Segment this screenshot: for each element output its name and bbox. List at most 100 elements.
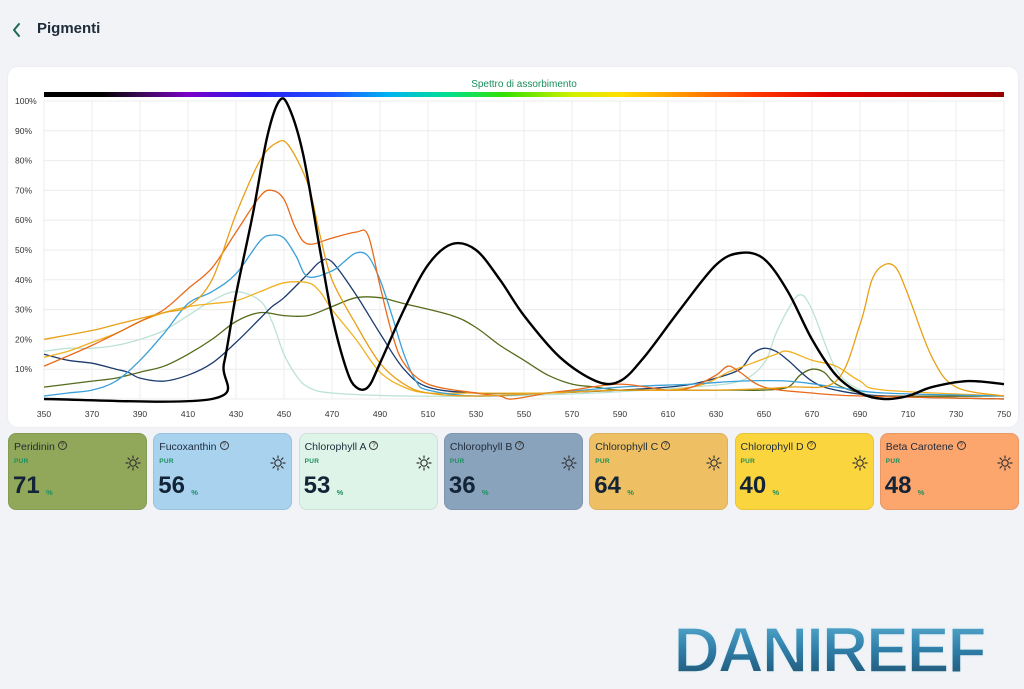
y-tick-label: 20% — [15, 334, 32, 344]
pigment-card-chlorophyll-b[interactable]: Chlorophyll B? PUR 36% — [443, 433, 583, 510]
pigment-card-fucoxanthin[interactable]: Fucoxanthin? PUR 56% — [153, 433, 293, 510]
series-line-0 — [43, 97, 1005, 403]
sun-icon — [851, 455, 868, 471]
logo-lettering: DANIREEF — [673, 615, 984, 681]
spectrum-bar — [44, 92, 1004, 97]
x-tick-label: 490 — [373, 409, 387, 419]
percent-unit: % — [917, 488, 925, 497]
y-tick-label: 30% — [15, 305, 32, 315]
x-tick-label: 410 — [181, 409, 195, 419]
pur-label: PUR — [304, 458, 320, 465]
x-tick-label: 550 — [517, 409, 531, 419]
series-line-7 — [43, 291, 1005, 400]
help-icon[interactable]: ? — [369, 441, 379, 450]
help-icon[interactable]: ? — [515, 441, 525, 450]
pur-value: 40 — [739, 472, 767, 499]
percent-unit: % — [772, 488, 780, 497]
pigment-name: Chlorophyll D? — [741, 441, 816, 453]
y-tick-label: 100% — [15, 96, 37, 106]
y-tick-label: 70% — [15, 185, 32, 195]
pigment-name-text: Chlorophyll A — [304, 441, 367, 453]
danireef-logo: DANIREEF — [643, 615, 1015, 681]
sun-icon — [125, 455, 141, 471]
chart-title: Spettro di assorbimento — [471, 79, 577, 90]
percent-unit: % — [481, 488, 489, 497]
help-icon[interactable]: ? — [661, 441, 671, 450]
x-tick-label: 390 — [133, 409, 147, 419]
pigment-name-text: Chlorophyll B — [449, 441, 513, 453]
y-axis-labels: 100% 90% 80% 70% 60% 50% 40% 30% 20% 10% — [15, 96, 37, 374]
sun-icon — [270, 455, 286, 471]
y-tick-label: 40% — [15, 275, 32, 285]
pigment-name: Fucoxanthin? — [159, 441, 229, 453]
pur-value: 48 — [884, 472, 912, 499]
sun-icon — [706, 455, 722, 471]
pigment-card-peridinin[interactable]: Peridinin? PUR 71% — [8, 433, 147, 510]
pur-label: PUR — [14, 458, 29, 465]
pigment-name-text: Chlorophyll D — [740, 441, 804, 453]
sun-icon — [997, 455, 1013, 471]
pigment-card-chlorophyll-c[interactable]: Chlorophyll C? PUR 64% — [589, 433, 729, 510]
sun-icon — [415, 455, 432, 471]
pur-value: 53 — [303, 472, 331, 499]
header: Pigmenti — [0, 0, 1024, 60]
pigment-name-text: Chlorophyll C — [595, 441, 659, 453]
pigment-name: Beta Carotene? — [886, 441, 966, 453]
chart-series — [43, 97, 1005, 403]
pigment-name-text: Fucoxanthin — [159, 441, 217, 453]
x-tick-label: 730 — [949, 409, 963, 419]
series-line-6 — [43, 296, 1005, 397]
series-line-1 — [43, 139, 1005, 397]
pigment-name: Chlorophyll C? — [595, 441, 671, 453]
x-tick-label: 670 — [805, 409, 819, 419]
x-axis-labels: 350 370 390 410 430 450 470 490 510 530 550 570 590 6… — [37, 409, 1011, 419]
pigment-name: Chlorophyll A? — [305, 441, 379, 453]
percent-unit: % — [191, 488, 198, 497]
series-line-5 — [43, 258, 1005, 400]
pur-label: PUR — [885, 458, 901, 465]
pur-label: PUR — [595, 458, 610, 465]
sun-icon — [561, 455, 577, 471]
chevron-left-icon[interactable] — [8, 18, 28, 42]
pigment-name-text: Peridinin — [14, 441, 55, 453]
y-tick-label: 90% — [15, 126, 32, 136]
x-tick-label: 530 — [469, 409, 483, 419]
x-tick-label: 690 — [853, 409, 867, 419]
help-icon[interactable]: ? — [806, 441, 816, 450]
pigment-card-chlorophyll-d[interactable]: Chlorophyll D? PUR 40% — [734, 433, 874, 510]
help-icon[interactable]: ? — [956, 441, 966, 450]
x-tick-label: 590 — [613, 409, 627, 419]
help-icon[interactable]: ? — [219, 441, 229, 450]
x-tick-label: 470 — [325, 409, 339, 419]
x-tick-label: 710 — [901, 409, 915, 419]
percent-unit: % — [627, 488, 634, 497]
pur-value: 64 — [594, 472, 621, 499]
pigment-name: Peridinin? — [14, 441, 67, 453]
x-tick-label: 370 — [85, 409, 99, 419]
x-tick-label: 610 — [661, 409, 675, 419]
series-line-2 — [43, 189, 1005, 400]
pur-label: PUR — [740, 458, 756, 465]
x-tick-label: 510 — [421, 409, 435, 419]
pigment-card-beta-carotene[interactable]: Beta Carotene? PUR 48% — [879, 433, 1019, 510]
pur-label: PUR — [449, 458, 465, 465]
percent-unit: % — [46, 488, 53, 497]
absorption-chart-card: Spettro di assorbimento 100% 90% 80% 70% 60%… — [8, 67, 1018, 427]
x-tick-label: 650 — [757, 409, 771, 419]
help-icon[interactable]: ? — [57, 441, 67, 450]
pur-value: 36 — [448, 472, 476, 499]
percent-unit: % — [336, 488, 344, 497]
pigment-name-text: Beta Carotene — [885, 441, 954, 453]
page-title: Pigmenti — [37, 20, 101, 37]
x-tick-label: 430 — [229, 409, 243, 419]
pigment-cards: Peridinin? PUR 71% Fucoxanthin? PUR 56% Chloro… — [8, 433, 1020, 511]
pur-value: 71 — [13, 472, 40, 499]
series-line-3 — [43, 234, 1005, 397]
x-tick-label: 630 — [709, 409, 723, 419]
absorption-spectrum-chart: Spettro di assorbimento 100% 90% 80% 70% 60%… — [15, 79, 1011, 419]
x-tick-label: 570 — [565, 409, 579, 419]
x-tick-label: 450 — [277, 409, 291, 419]
x-tick-label: 750 — [997, 409, 1011, 419]
pigment-card-chlorophyll-a[interactable]: Chlorophyll A? PUR 53% — [298, 433, 438, 510]
x-tick-label: 350 — [37, 409, 51, 419]
